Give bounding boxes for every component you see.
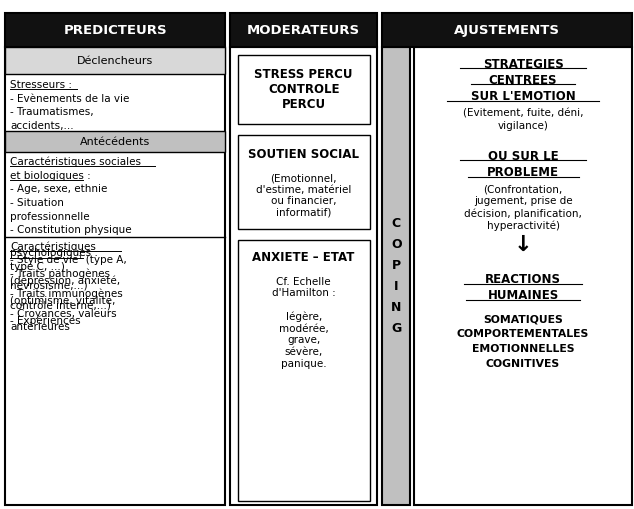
- Text: PREDICTEURS: PREDICTEURS: [63, 23, 167, 37]
- Text: (dépression, anxiété,: (dépression, anxiété,: [10, 275, 120, 286]
- FancyBboxPatch shape: [5, 13, 225, 47]
- Text: ↓: ↓: [514, 235, 533, 255]
- Text: névrosisme,...): névrosisme,...): [10, 282, 87, 292]
- FancyBboxPatch shape: [238, 55, 370, 124]
- FancyBboxPatch shape: [238, 135, 370, 229]
- FancyBboxPatch shape: [414, 47, 632, 505]
- Text: PROBLEME: PROBLEME: [487, 166, 559, 179]
- Text: C
O
P
I
N
G: C O P I N G: [391, 217, 401, 335]
- Text: - Constitution physique: - Constitution physique: [10, 225, 132, 236]
- Text: - Evènements de la vie: - Evènements de la vie: [10, 94, 129, 104]
- Text: - Situation: - Situation: [10, 198, 64, 208]
- Text: accidents,...: accidents,...: [10, 121, 74, 131]
- Text: - Style de vie¹ (type A,: - Style de vie¹ (type A,: [10, 255, 127, 265]
- Text: Antécédents: Antécédents: [80, 136, 150, 147]
- Text: STRESS PERCU
CONTROLE
PERCU: STRESS PERCU CONTROLE PERCU: [254, 68, 353, 111]
- FancyBboxPatch shape: [238, 240, 370, 501]
- Text: et biologiques :: et biologiques :: [10, 171, 91, 181]
- Text: (optimisme, vitalité,: (optimisme, vitalité,: [10, 295, 115, 306]
- Text: SOUTIEN SOCIAL: SOUTIEN SOCIAL: [248, 148, 359, 161]
- Text: psychologiques :: psychologiques :: [10, 248, 98, 259]
- FancyBboxPatch shape: [230, 13, 377, 47]
- FancyBboxPatch shape: [5, 131, 225, 152]
- Text: CENTREES: CENTREES: [489, 74, 557, 87]
- FancyBboxPatch shape: [382, 47, 410, 505]
- Text: - Traumatismes,: - Traumatismes,: [10, 107, 94, 118]
- Text: OU SUR LE: OU SUR LE: [488, 150, 559, 163]
- Text: (Emotionnel,
d'estime, matériel
ou financier,
informatif): (Emotionnel, d'estime, matériel ou finan…: [256, 173, 351, 218]
- FancyBboxPatch shape: [5, 47, 225, 74]
- Text: - Traits pathogènes: - Traits pathogènes: [10, 268, 110, 279]
- Text: - Traits immunogènes: - Traits immunogènes: [10, 289, 123, 299]
- Text: antérieures: antérieures: [10, 322, 70, 332]
- Text: Cf. Echelle
d'Hamilton :

légère,
modérée,
grave,
sévère,
panique.: Cf. Echelle d'Hamilton : légère, modérée…: [272, 277, 335, 369]
- Text: SOMATIQUES
COMPORTEMENTALES
EMOTIONNELLES
COGNITIVES: SOMATIQUES COMPORTEMENTALES EMOTIONNELLE…: [457, 315, 589, 369]
- FancyBboxPatch shape: [230, 47, 377, 505]
- Text: - Age, sexe, ethnie: - Age, sexe, ethnie: [10, 184, 108, 194]
- Text: STRATEGIES: STRATEGIES: [482, 58, 564, 71]
- Text: Caractéristiques: Caractéristiques: [10, 242, 96, 252]
- Text: type C, …): type C, …): [10, 262, 65, 272]
- Text: (Confrontation,
jugement, prise de
décision, planification,
hyperactivité): (Confrontation, jugement, prise de décis…: [464, 185, 582, 231]
- Text: SUR L'EMOTION: SUR L'EMOTION: [470, 90, 576, 103]
- Text: contrôle interne,...): contrôle interne,...): [10, 302, 111, 312]
- Text: Caractéristiques sociales: Caractéristiques sociales: [10, 157, 141, 167]
- Text: - Croyances, valeurs: - Croyances, valeurs: [10, 308, 117, 319]
- Text: AJUSTEMENTS: AJUSTEMENTS: [454, 23, 560, 37]
- Text: professionnelle: professionnelle: [10, 212, 90, 222]
- Text: Déclencheurs: Déclencheurs: [77, 55, 153, 66]
- Text: (Evitement, fuite, déni,
vigilance): (Evitement, fuite, déni, vigilance): [463, 109, 583, 130]
- FancyBboxPatch shape: [5, 47, 225, 505]
- Text: Stresseurs :: Stresseurs :: [10, 80, 72, 90]
- FancyBboxPatch shape: [382, 13, 632, 47]
- Text: HUMAINES: HUMAINES: [488, 289, 559, 302]
- Text: - Expériences: - Expériences: [10, 315, 81, 326]
- Text: MODERATEURS: MODERATEURS: [247, 23, 360, 37]
- Text: ANXIETE – ETAT: ANXIETE – ETAT: [252, 251, 355, 265]
- Text: REACTIONS: REACTIONS: [485, 273, 561, 286]
